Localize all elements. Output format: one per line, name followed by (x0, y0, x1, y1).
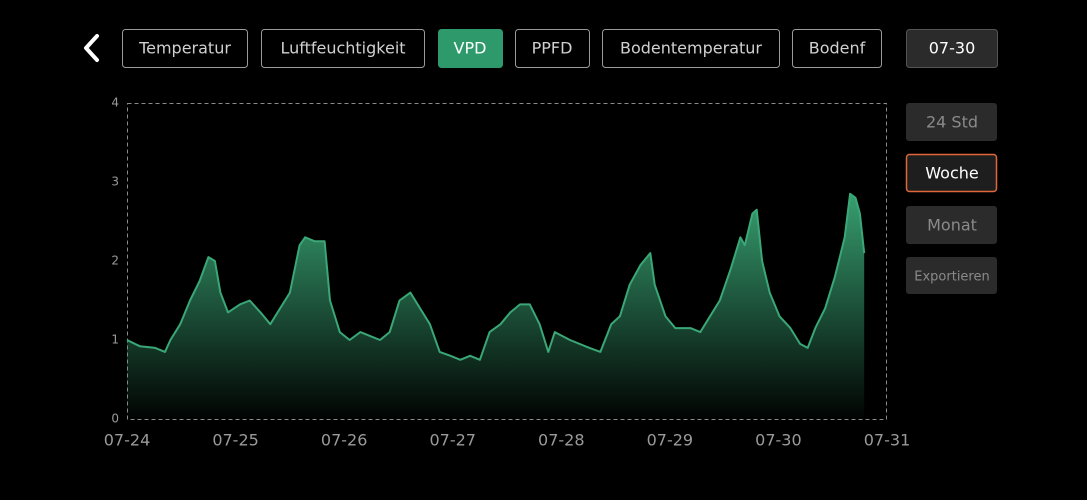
tab[interactable]: Temperatur (122, 29, 248, 68)
plot-frame (127, 103, 887, 420)
tab-label: VPD (454, 39, 487, 58)
x-tick-label: 07-31 (864, 431, 911, 450)
tab-label: Temperatur (138, 39, 231, 58)
area (127, 193, 865, 419)
plot: 0 1 2 3 4 07-24 07-25 07-26 07-27 07-28 07-29 07-30… (104, 96, 911, 450)
tab[interactable]: VPD (438, 29, 503, 68)
tab-label: PPFD (532, 39, 573, 58)
x-tick-label: 07-24 (104, 431, 151, 450)
range-button[interactable]: Monat (906, 206, 997, 244)
y-tick-label: 3 (111, 175, 119, 189)
x-tick-label: 07-29 (647, 431, 694, 450)
x-tick-label: 07-28 (538, 431, 585, 450)
tab[interactable]: Luftfeuchtigkeit (261, 29, 425, 68)
y-tick-label: 1 (111, 333, 119, 347)
y-tick-label: 2 (111, 254, 119, 268)
tab[interactable]: Bodenf (792, 29, 882, 68)
range-button[interactable]: Woche (905, 153, 998, 193)
y-tick-label: 0 (111, 412, 119, 426)
x-tick-label: 07-26 (321, 431, 368, 450)
tab[interactable]: Bodentemperatur (602, 29, 780, 68)
range-button[interactable]: 24 Std (906, 103, 997, 141)
x-tick-label: 07-25 (212, 431, 259, 450)
tab[interactable]: PPFD (515, 29, 590, 68)
range-label: Monat (927, 216, 977, 235)
tab-label: Luftfeuchtigkeit (280, 39, 405, 58)
line (126, 192, 866, 361)
back-button[interactable] (84, 34, 99, 62)
export-button[interactable]: Exportieren (906, 257, 997, 294)
tab-label: Bodenf (809, 39, 866, 58)
x-tick-label: 07-30 (755, 431, 802, 450)
export-label: Exportieren (914, 270, 989, 285)
date-button[interactable]: 07-30 (906, 29, 998, 68)
tab-label: Bodentemperatur (620, 39, 762, 58)
range-label: Woche (925, 164, 978, 183)
x-tick-label: 07-27 (429, 431, 476, 450)
y-tick-label: 4 (111, 96, 119, 110)
range-label: 24 Std (926, 113, 978, 132)
date-label: 07-30 (929, 39, 976, 58)
